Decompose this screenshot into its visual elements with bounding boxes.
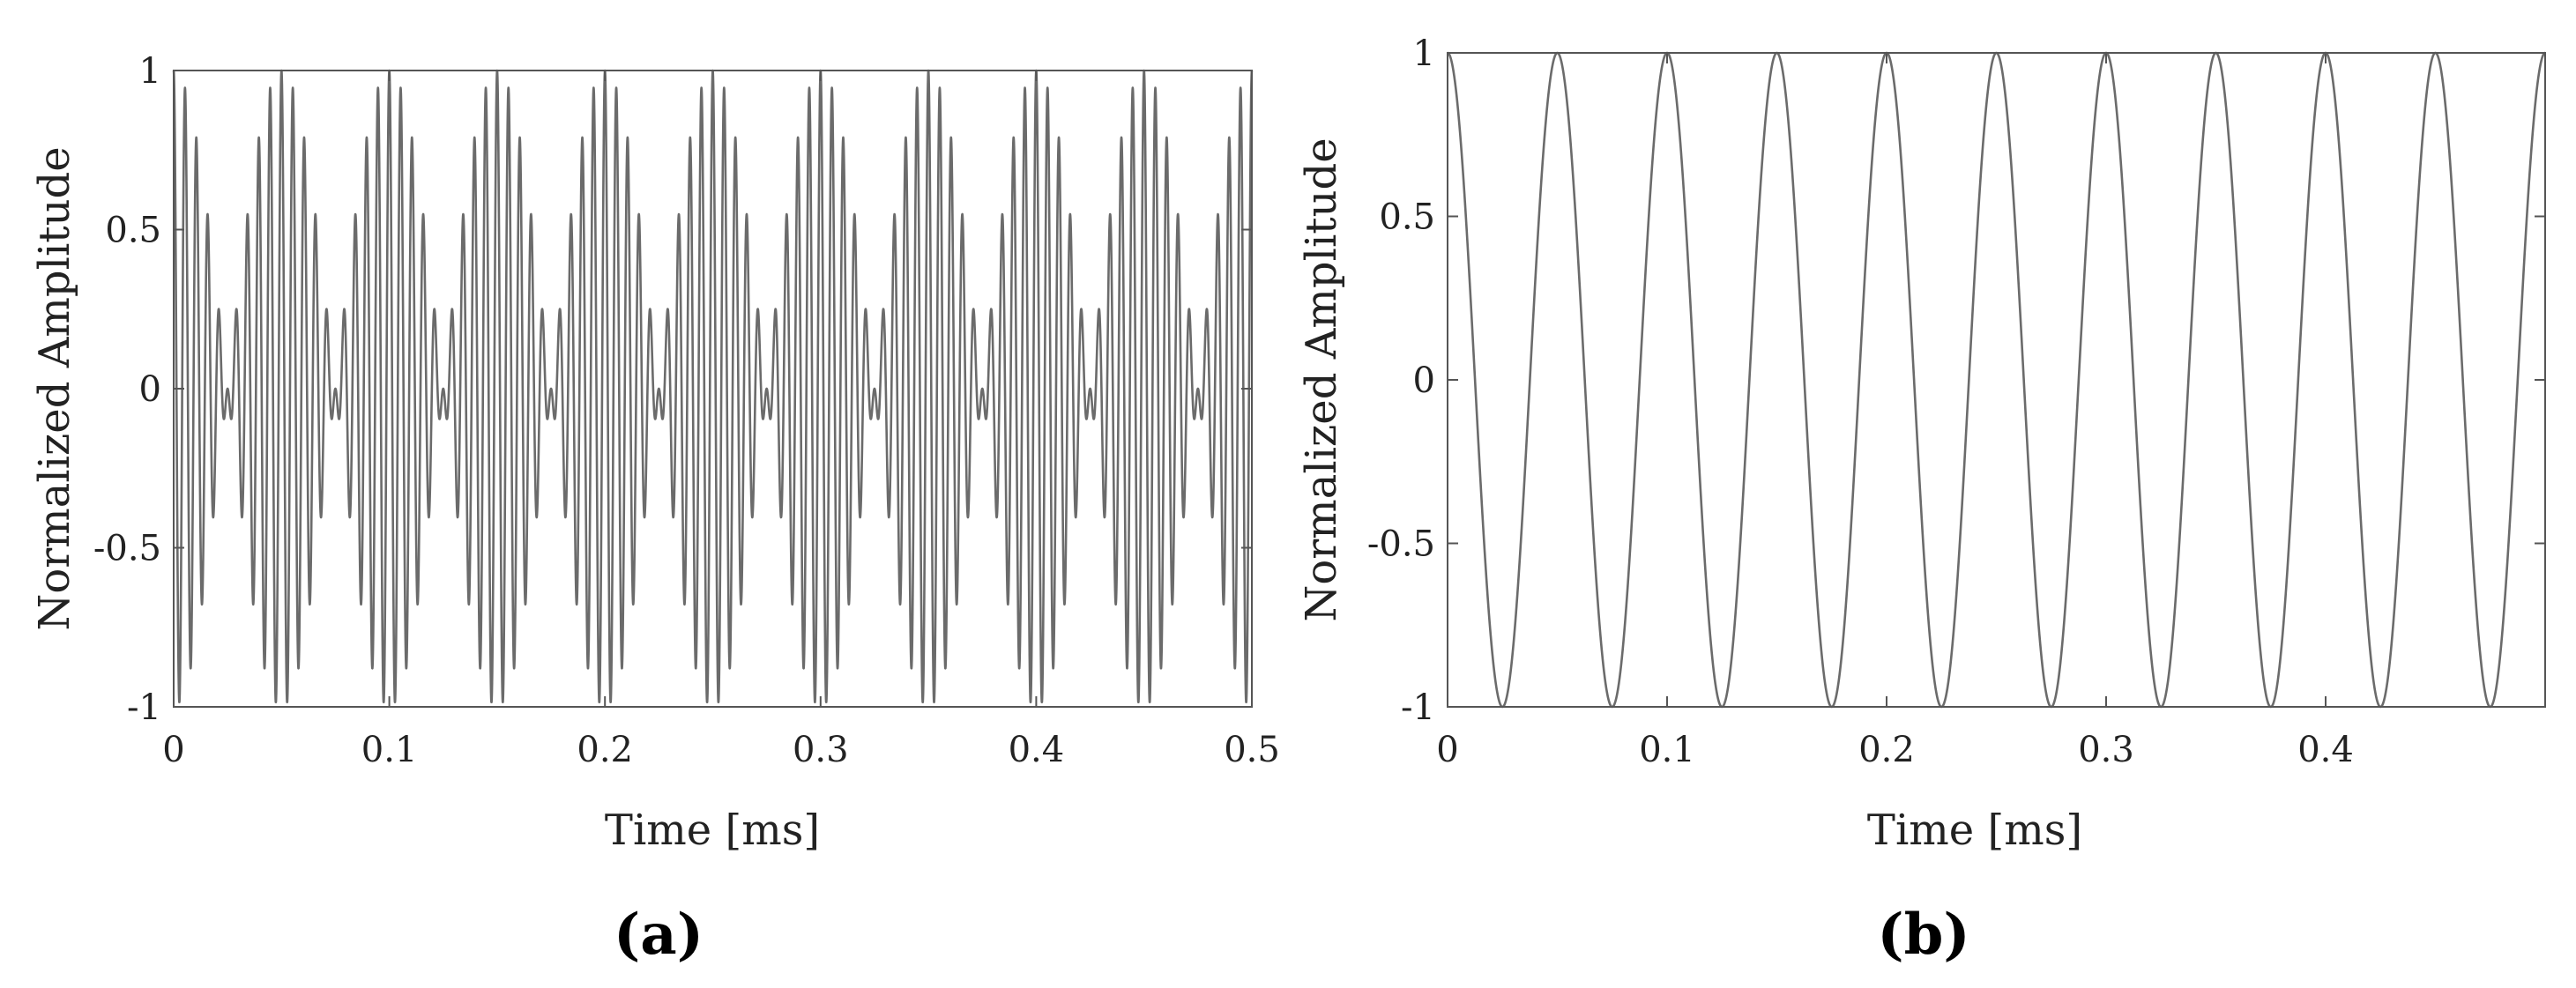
chart-b-series-line xyxy=(1446,51,2547,709)
chart-a-ticks: 0 0.1 0.2 0.3 0.4 0.5 1 0.5 0 -0.5 -1 xyxy=(93,51,1280,770)
chart-b-ytick-label: -0.5 xyxy=(1367,524,1435,565)
chart-b-xlabel: Time [ms] xyxy=(1867,806,2082,855)
chart-a-ytick-label: -0.5 xyxy=(93,529,161,569)
chart-a-ytick-label: 0 xyxy=(139,369,161,410)
chart-a: 0 0.1 0.2 0.3 0.4 0.5 1 0.5 0 -0.5 -1 Time [ms] No… xyxy=(30,51,1280,968)
chart-a-xlabel: Time [ms] xyxy=(605,806,820,855)
chart-b-ytick-label: -1 xyxy=(1401,687,1435,728)
chart-a-xtick-label: 0.5 xyxy=(1224,730,1280,770)
chart-a-xtick-label: 0.2 xyxy=(577,730,633,770)
chart-b-xtick-label: 0.4 xyxy=(2297,730,2354,770)
chart-a-panel-label: (a) xyxy=(614,902,704,968)
chart-b-panel-label: (b) xyxy=(1877,902,1969,968)
chart-b-ytick-label: 1 xyxy=(1413,33,1435,74)
chart-b: 0 0.1 0.2 0.3 0.4 1 0.5 0 -0.5 -1 Time [ms] Norma… xyxy=(1297,33,2547,968)
chart-a-xtick-label: 0.3 xyxy=(793,730,849,770)
chart-a-plot-area xyxy=(172,69,1254,703)
chart-a-ytick-label: 0.5 xyxy=(105,211,161,251)
chart-b-xtick-label: 0.1 xyxy=(1639,730,1695,770)
chart-a-series-line xyxy=(172,69,1254,703)
chart-a-ytick-label: 1 xyxy=(139,51,161,92)
chart-a-xtick-label: 0.4 xyxy=(1009,730,1065,770)
chart-a-ylabel: Normalized Amplitude xyxy=(30,146,79,630)
chart-b-ytick-label: 0 xyxy=(1413,360,1435,401)
chart-b-xtick-label: 0.3 xyxy=(2078,730,2134,770)
chart-b-ticks: 0 0.1 0.2 0.3 0.4 1 0.5 0 -0.5 -1 xyxy=(1367,33,2545,770)
chart-a-xtick-label: 0 xyxy=(162,730,184,770)
chart-b-xtick-label: 0.2 xyxy=(1858,730,1915,770)
chart-a-xtick-label: 0.1 xyxy=(361,730,418,770)
chart-b-ylabel: Normalized Amplitude xyxy=(1297,137,1346,621)
chart-b-xtick-label: 0 xyxy=(1436,730,1458,770)
chart-b-ytick-label: 0.5 xyxy=(1379,197,1435,238)
chart-b-frame xyxy=(1447,52,2546,708)
chart-a-ytick-label: -1 xyxy=(127,687,161,728)
chart-b-plot-area xyxy=(1446,51,2547,709)
